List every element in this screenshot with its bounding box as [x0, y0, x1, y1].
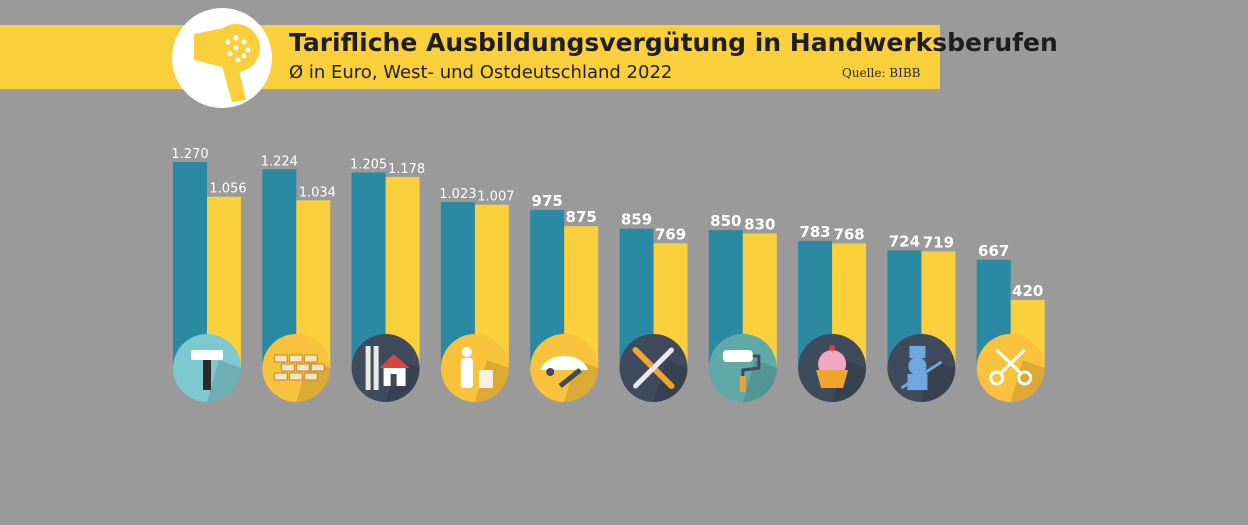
data-label-east-1: 1.056 — [209, 182, 246, 197]
car-wrench-icon — [530, 334, 599, 402]
icon-glyph-9 — [907, 374, 928, 390]
data-label-west-8: 783 — [799, 223, 830, 241]
scissors-icon-shadow — [1010, 360, 1045, 402]
icon-glyph-8 — [816, 370, 849, 388]
data-label-west-6: 859 — [621, 211, 652, 229]
hairdryer-logo-graphic — [194, 24, 260, 102]
icon-glyph-3 — [365, 346, 371, 390]
icon-glyph-8 — [829, 345, 836, 351]
icon-glyph-10 — [995, 348, 1022, 375]
icon-glyph-10 — [999, 348, 1026, 375]
icon-glyph-1 — [191, 350, 223, 360]
paint-roller-icon-shadow — [742, 360, 777, 402]
house-ladder-icon — [351, 334, 420, 402]
data-label-east-4: 1.007 — [477, 190, 514, 205]
icon-glyph-9 — [908, 357, 927, 375]
paint-roller-icon — [708, 334, 777, 402]
icon-glyph-3 — [379, 354, 410, 368]
data-label-west-1: 1.270 — [171, 147, 208, 162]
bar-west-1 — [173, 162, 207, 368]
title-banner — [0, 25, 940, 89]
icon-glyph-6 — [633, 347, 674, 389]
icon-glyph-3 — [373, 346, 379, 390]
data-label-west-5: 975 — [532, 192, 563, 210]
cupcake-icon-shadow — [832, 360, 867, 402]
icon-glyph-2 — [303, 372, 318, 381]
icon-glyph-4 — [460, 358, 473, 388]
icon-glyph-2 — [295, 363, 310, 372]
chimney-sweep-icon — [887, 334, 956, 402]
data-label-west-9: 724 — [889, 233, 920, 251]
data-label-west-2: 1.224 — [261, 154, 298, 169]
icon-glyph-2 — [273, 372, 288, 381]
icon-glyph-7 — [741, 354, 761, 376]
icon-glyph-7 — [722, 350, 753, 362]
icon-glyph-2 — [310, 363, 325, 372]
icon-glyph-5 — [546, 368, 555, 376]
icon-glyph-9 — [900, 360, 943, 390]
icon-glyph-2 — [273, 354, 288, 363]
hammer-icon — [173, 334, 241, 402]
icon-glyph-2 — [280, 363, 295, 372]
data-label-east-2: 1.034 — [299, 185, 336, 200]
data-label-west-3: 1.205 — [350, 158, 387, 173]
source-note: Quelle: BIBB — [842, 66, 921, 80]
icon-glyph-2 — [288, 354, 303, 363]
icon-glyph-10 — [989, 370, 1005, 386]
icon-glyph-4 — [461, 347, 472, 357]
data-label-east-3: 1.178 — [388, 162, 425, 177]
icon-glyph-3 — [390, 374, 397, 386]
icon-glyph-5 — [540, 356, 589, 370]
icon-glyph-1 — [203, 360, 211, 390]
icon-glyph-5 — [558, 368, 582, 388]
chart-subtitle: Ø in Euro, West- und Ostdeutschland 2022 — [289, 62, 673, 83]
icon-glyph-2 — [303, 354, 318, 363]
bricks-icon — [262, 334, 331, 402]
hairdryer-icon — [172, 8, 272, 108]
waste-icon — [440, 334, 509, 402]
icon-glyph-9 — [909, 346, 926, 358]
data-label-east-9: 719 — [923, 233, 954, 251]
icon-glyph-10 — [1017, 370, 1033, 386]
data-label-east-7: 830 — [744, 215, 775, 233]
car-wrench-icon-shadow — [564, 360, 599, 402]
icon-glyph-2 — [288, 372, 303, 381]
cupcake-icon — [798, 334, 867, 402]
scissors-icon — [976, 334, 1045, 402]
data-label-west-10: 667 — [978, 242, 1009, 260]
icon-glyph-7 — [739, 376, 746, 392]
chart-title: Tarifliche Ausbildungsvergütung in Handw… — [289, 28, 1058, 57]
chimney-sweep-icon-shadow — [921, 360, 956, 402]
data-label-west-7: 850 — [710, 212, 741, 230]
data-label-west-4: 1.023 — [439, 187, 476, 202]
icon-glyph-4 — [478, 370, 493, 388]
data-label-east-10: 420 — [1012, 282, 1043, 300]
scissors-icon-circle — [976, 334, 1045, 402]
tools-icon — [619, 334, 688, 402]
data-label-east-6: 769 — [655, 225, 686, 243]
hammer-icon-shadow — [207, 360, 241, 402]
data-label-east-5: 875 — [566, 208, 597, 226]
data-label-east-8: 768 — [833, 225, 864, 243]
